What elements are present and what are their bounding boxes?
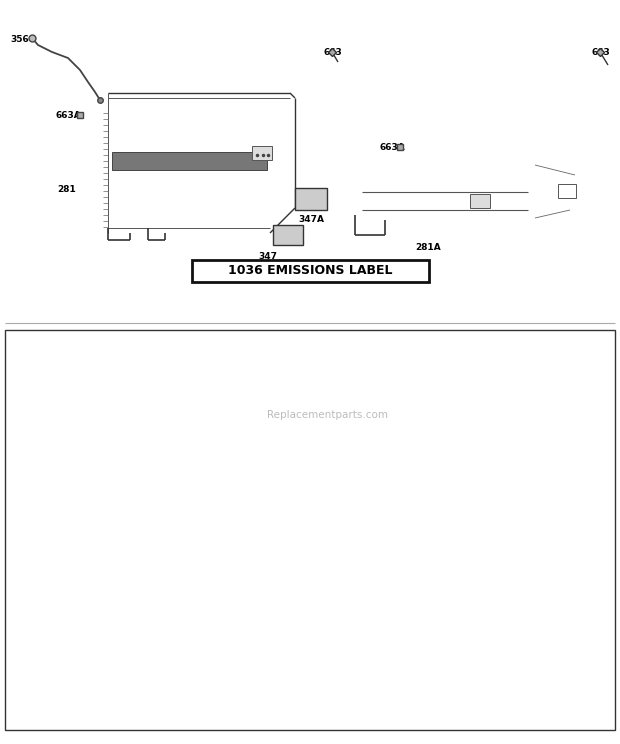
Bar <box>295 188 327 210</box>
Text: Authorized Briggs &: Authorized Briggs & <box>491 429 575 438</box>
Text: (Available from an: (Available from an <box>491 421 568 430</box>
Text: 0606, 0609.: 0606, 0609. <box>288 483 339 492</box>
Text: PART
NO.: PART NO. <box>459 334 477 353</box>
Text: ------- Note -----: ------- Note ----- <box>87 500 145 509</box>
Text: Replacementparts.com: Replacementparts.com <box>267 410 388 420</box>
Text: Label-Emissions: Label-Emissions <box>491 412 559 422</box>
Text: 0571, 0612, 0616,: 0571, 0612, 0616, <box>87 483 164 492</box>
Text: PART
NO.: PART NO. <box>53 334 73 353</box>
Bar <box>273 225 303 245</box>
Text: 281A: 281A <box>415 243 441 252</box>
Text: 0272, 0290, 0295,: 0272, 0290, 0295, <box>87 440 163 449</box>
Text: DESCRIPTION: DESCRIPTION <box>127 339 179 348</box>
Text: 0552, 0553, 0559,: 0552, 0553, 0559, <box>87 466 163 475</box>
Text: Switch-Rocker: Switch-Rocker <box>288 496 347 504</box>
Text: 0238, 0239, 0246,: 0238, 0239, 0246, <box>87 423 164 432</box>
Text: REF.
NO.: REF. NO. <box>421 334 437 353</box>
Text: (Used After Code Date: (Used After Code Date <box>288 373 383 382</box>
Text: 691995: 691995 <box>246 496 281 504</box>
Text: Panel-Control: Panel-Control <box>288 364 344 373</box>
Text: (With Light): (With Light) <box>288 523 337 532</box>
Text: 347A: 347A <box>211 515 235 524</box>
Bar <box>0 0 620 323</box>
Text: 663A: 663A <box>380 143 405 152</box>
Text: Panel-Control: Panel-Control <box>316 432 373 441</box>
Text: 0242, 0547, 0567,: 0242, 0547, 0567, <box>288 475 365 484</box>
Text: 356: 356 <box>10 35 29 44</box>
Text: 4950985S: 4950985S <box>246 515 293 524</box>
Text: Date 03070100).: Date 03070100). <box>288 449 359 458</box>
Bar <box>252 146 272 160</box>
Text: 0053, 0070, 0088,: 0053, 0070, 0088, <box>87 390 164 399</box>
Text: 356: 356 <box>414 364 432 373</box>
Text: 0247, 0258, 0270,: 0247, 0258, 0270, <box>87 432 164 441</box>
Text: Dealer): Dealer) <box>491 446 522 455</box>
Polygon shape <box>355 524 535 564</box>
Text: 0122, 0127, 0131,: 0122, 0127, 0131, <box>87 398 164 407</box>
Text: (Control Panel): (Control Panel) <box>491 402 554 411</box>
Text: Switch-Rocker: Switch-Rocker <box>288 515 347 524</box>
Text: 663: 663 <box>414 374 432 383</box>
Text: Used on Type No(s).: Used on Type No(s). <box>288 390 372 399</box>
Text: 711575: 711575 <box>87 508 122 518</box>
Bar <box>0 0 620 323</box>
Text: 710120: 710120 <box>449 364 484 373</box>
Text: DESCRIPTION: DESCRIPTION <box>533 339 583 348</box>
Text: REF.
NO.: REF. NO. <box>218 334 234 353</box>
Text: 663A: 663A <box>414 394 438 403</box>
Text: 0035, 0046, 0042,: 0035, 0046, 0042, <box>87 381 164 390</box>
Text: 347: 347 <box>211 496 228 504</box>
Text: Screw: Screw <box>491 394 516 403</box>
Text: 0037, 0042, 0121,: 0037, 0042, 0121, <box>288 398 365 407</box>
Text: 281A: 281A <box>211 364 235 373</box>
Text: 0137, 0142, 0145,: 0137, 0142, 0145, <box>87 406 164 415</box>
Text: PART
NO.: PART NO. <box>255 334 275 353</box>
Text: 0565, 0566, 0570,: 0565, 0566, 0570, <box>87 475 164 484</box>
Text: 711578: 711578 <box>246 364 281 373</box>
Text: 1036 EMISSIONS LABEL: 1036 EMISSIONS LABEL <box>228 265 392 278</box>
Polygon shape <box>103 511 295 651</box>
Text: 0617, 0618.: 0617, 0618. <box>87 492 138 501</box>
Text: 711573: 711573 <box>45 364 80 373</box>
Text: (Without Light): (Without Light) <box>288 504 351 513</box>
Text: 0271, 0613, 0614.: 0271, 0613, 0614. <box>87 525 164 534</box>
Text: 663A: 663A <box>55 111 81 120</box>
Text: 663: 663 <box>324 48 343 57</box>
Text: REF.
NO.: REF. NO. <box>16 334 32 353</box>
Text: 281: 281 <box>7 364 25 373</box>
Text: 0542, 0545, 0548,: 0542, 0545, 0548, <box>87 458 163 466</box>
Text: Used on Type No(s).: Used on Type No(s). <box>87 517 171 526</box>
Text: Screw: Screw <box>491 374 516 383</box>
Text: Panel-Control: Panel-Control <box>115 508 171 518</box>
Bar <box>470 194 490 208</box>
Text: -------- Note -----: -------- Note ----- <box>288 423 349 432</box>
Bar <box>112 152 267 170</box>
Text: 0297, 0302, 0538,: 0297, 0302, 0538, <box>87 449 164 458</box>
Text: Wire-Stop: Wire-Stop <box>491 364 532 373</box>
Bar <box>192 260 429 282</box>
Text: 0037, 0042, 0121,: 0037, 0042, 0121, <box>288 466 365 475</box>
Text: (Used Before Code: (Used Before Code <box>288 440 367 449</box>
Text: Panel-Control: Panel-Control <box>87 364 143 373</box>
Text: 0242, 0547, 0567,: 0242, 0547, 0567, <box>288 406 365 415</box>
Text: Used on Type No(s).: Used on Type No(s). <box>288 458 372 466</box>
Text: 281: 281 <box>57 185 76 194</box>
Text: 711572: 711572 <box>288 432 323 441</box>
Bar <box>558 184 576 198</box>
Text: 0163, 0235, 0236,: 0163, 0235, 0236, <box>87 415 164 424</box>
Text: Used on Type No(s).: Used on Type No(s). <box>87 373 171 382</box>
Text: 710095: 710095 <box>449 374 484 383</box>
Text: 1036: 1036 <box>414 412 437 422</box>
Text: 663: 663 <box>591 48 609 57</box>
Text: 347A: 347A <box>298 215 324 224</box>
Bar <box>5 330 615 730</box>
Text: (Control Panel): (Control Panel) <box>491 383 554 392</box>
Text: 0606, 0609.: 0606, 0609. <box>288 415 339 424</box>
Text: DESCRIPTION: DESCRIPTION <box>329 339 381 348</box>
Text: 347: 347 <box>258 252 277 261</box>
Text: Stratton Service: Stratton Service <box>491 438 559 447</box>
Text: 03/030100).: 03/030100). <box>288 381 339 390</box>
Polygon shape <box>530 509 590 589</box>
Text: 710234: 710234 <box>449 394 484 403</box>
